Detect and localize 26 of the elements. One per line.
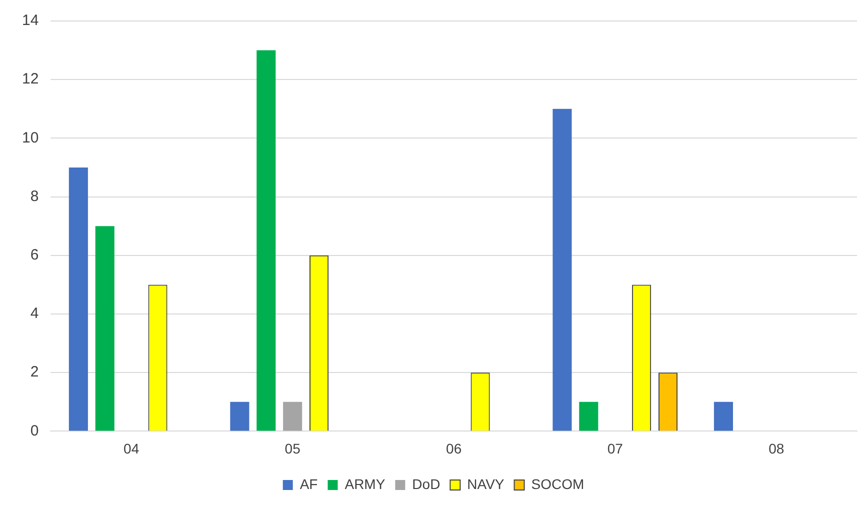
y-tick-label: 2	[30, 364, 39, 381]
x-tick-label: 05	[284, 440, 301, 456]
legend-label: DoD	[412, 476, 440, 492]
bar	[256, 50, 276, 431]
x-tick-label: 06	[446, 440, 462, 456]
x-tick-label: 04	[124, 440, 140, 456]
y-tick-label: 4	[30, 305, 39, 322]
y-tick-label: 8	[30, 188, 39, 205]
bar	[68, 168, 88, 431]
y-tick-label: 14	[22, 12, 39, 30]
y-tick-label: 10	[22, 129, 39, 146]
bar	[283, 402, 302, 431]
bar	[95, 226, 114, 431]
bar	[714, 402, 733, 431]
bar	[230, 402, 250, 431]
legend-label: SOCOM	[531, 476, 584, 492]
legend-label: ARMY	[344, 476, 386, 492]
y-tick-label: 0	[30, 422, 39, 440]
legend-label: AF	[300, 476, 318, 492]
bar	[552, 108, 572, 431]
x-tick-label: 07	[607, 440, 624, 456]
legend-label: NAVY	[467, 476, 505, 492]
bar	[579, 402, 598, 431]
y-tick-label: 12	[22, 70, 39, 88]
y-tick-label: 6	[30, 246, 39, 264]
x-tick-label: 08	[768, 440, 784, 456]
